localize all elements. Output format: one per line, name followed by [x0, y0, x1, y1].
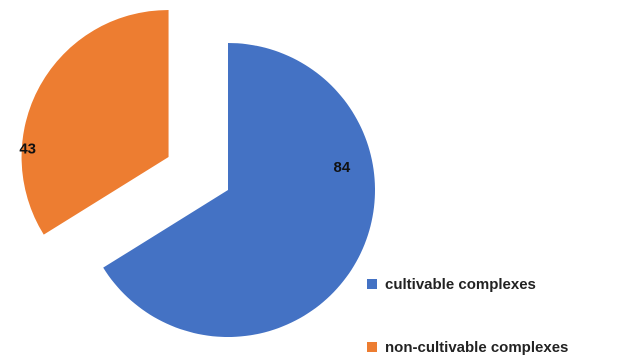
legend-swatch-cultivable-complexes — [367, 279, 377, 289]
data-label-non-cultivable-complexes: 43 — [19, 140, 36, 157]
legend-label-cultivable-complexes: cultivable complexes — [385, 275, 536, 293]
legend-item-cultivable-complexes: cultivable complexes — [367, 274, 536, 294]
pie-slice-cultivable-complexes — [103, 43, 375, 337]
legend-item-non-cultivable-complexes: non-cultivable complexes — [367, 337, 568, 357]
legend-swatch-non-cultivable-complexes — [367, 342, 377, 352]
legend-label-non-cultivable-complexes: non-cultivable complexes — [385, 338, 569, 356]
data-label-cultivable-complexes: 84 — [333, 159, 350, 176]
pie-slice-non-cultivable-complexes — [21, 9, 169, 235]
